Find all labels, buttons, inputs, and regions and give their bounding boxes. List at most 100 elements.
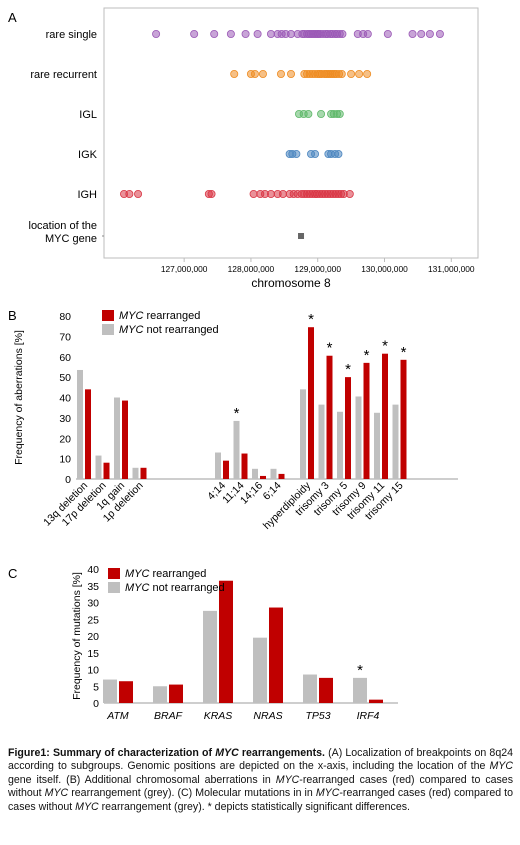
breakpoint-igh-31 (345, 189, 354, 198)
breakpoint-rare-single-0 (152, 29, 161, 38)
legend-label-myc-not-rearranged: MYC not rearranged (125, 582, 225, 594)
breakpoint-rare-single-30 (338, 29, 347, 38)
y-tick-label: 80 (59, 311, 71, 323)
breakpoint-rare-single-36 (417, 29, 426, 38)
row-label-igh: IGH (77, 189, 97, 201)
bar-trisomy-11-myc-not-rearranged (374, 412, 380, 479)
panel-label-a: A (8, 10, 17, 25)
breakpoint-rare-recurrent-23 (347, 70, 356, 79)
breakpoint-rare-recurrent-3 (258, 70, 267, 79)
panel-label-c: C (8, 566, 17, 581)
bar-trisomy-11-myc-rearranged (382, 353, 388, 479)
breakpoint-igk-4 (311, 149, 320, 158)
category-label-braf: BRAF (154, 710, 183, 722)
significance-star-trisomy-11: * (382, 338, 388, 355)
significance-star-hyperdiploidy: * (308, 311, 314, 328)
y-tick-label: 60 (59, 352, 71, 364)
breakpoint-rare-single-35 (408, 29, 417, 38)
bar-hyperdiploidy-myc-not-rearranged (300, 389, 306, 479)
breakpoint-igh-8 (266, 189, 275, 198)
legend-swatch-myc-not-rearranged (102, 324, 114, 335)
y-tick-label: 0 (65, 474, 71, 486)
bar-1q-gain-myc-not-rearranged (114, 397, 120, 479)
breakpoint-igh-10 (278, 189, 287, 198)
category-label-6-14: 6;14 (261, 480, 284, 503)
y-tick-label: 15 (87, 648, 99, 660)
x-tick-label: 130,000,000 (361, 264, 408, 274)
breakpoint-rare-single-3 (226, 29, 235, 38)
bar-braf-myc-not-rearranged (153, 686, 167, 703)
bar-14-16-myc-rearranged (260, 475, 266, 479)
bar-trisomy-5-myc-rearranged (345, 377, 351, 479)
bar-14-16-myc-not-rearranged (252, 468, 258, 479)
y-tick-label: 30 (87, 598, 99, 610)
bar-trisomy-5-myc-not-rearranged (337, 411, 343, 479)
bar-4-14-myc-rearranged (223, 460, 229, 479)
y-tick-label: 20 (87, 631, 99, 643)
bar-tp53-myc-not-rearranged (303, 674, 317, 703)
row-label-rare-single: rare single (46, 29, 97, 41)
bar-trisomy-15-myc-rearranged (400, 359, 407, 479)
bar-irf4-myc-rearranged (369, 699, 383, 703)
breakpoint-igl-3 (317, 110, 326, 119)
breakpoint-igh-4 (207, 189, 216, 198)
bar-1q-gain-myc-rearranged (122, 400, 128, 479)
breakpoint-rare-single-10 (286, 29, 295, 38)
significance-star-trisomy-3: * (327, 340, 333, 357)
breakpoint-igh-5 (249, 189, 258, 198)
breakpoint-rare-single-37 (425, 29, 434, 38)
bar-11-14-myc-rearranged (241, 453, 248, 479)
legend-label-myc-rearranged: MYC rearranged (125, 568, 206, 580)
significance-star-11-14: * (234, 405, 240, 422)
breakpoint-rare-recurrent-2 (250, 70, 259, 79)
bar-atm-myc-rearranged (119, 681, 133, 703)
x-tick-label: 127,000,000 (161, 264, 208, 274)
breakpoint-location-of-the-myc-gene-0 (298, 233, 305, 239)
bar-kras-myc-not-rearranged (203, 610, 217, 703)
breakpoint-igl-7 (335, 110, 344, 119)
bar-atm-myc-not-rearranged (103, 679, 117, 703)
x-axis-title: chromosome 8 (251, 276, 331, 290)
category-label-tp53: TP53 (305, 710, 330, 722)
x-tick-label: 128,000,000 (228, 264, 275, 274)
bar-trisomy-15-myc-not-rearranged (392, 404, 399, 479)
caption-title: Figure1: Summary of characterization of … (8, 747, 325, 759)
y-tick-label: 20 (59, 433, 71, 445)
row-label-igl: IGL (79, 109, 97, 121)
legend-label-myc-not-rearranged: MYC not rearranged (119, 324, 219, 336)
bar-6-14-myc-not-rearranged (270, 468, 277, 479)
y-tick-label: 40 (59, 393, 71, 405)
breakpoint-rare-single-33 (363, 29, 372, 38)
bar-braf-myc-rearranged (169, 684, 183, 703)
category-label-nras: NRAS (253, 710, 282, 722)
bar-trisomy-3-myc-rearranged (326, 355, 333, 479)
breakpoint-rare-recurrent-5 (286, 70, 295, 79)
breakpoint-rare-recurrent-22 (337, 70, 346, 79)
y-tick-label: 70 (59, 331, 71, 343)
category-label-irf4: IRF4 (357, 710, 380, 722)
bar-irf4-myc-not-rearranged (353, 677, 367, 703)
bar-4-14-myc-not-rearranged (215, 452, 221, 479)
significance-star-trisomy-9: * (364, 347, 370, 364)
x-tick-label: 129,000,000 (294, 264, 341, 274)
category-label-kras: KRAS (204, 710, 233, 722)
y-axis-title: Frequency of mutations [%] (71, 572, 83, 700)
breakpoint-rare-single-34 (383, 29, 392, 38)
figure-caption: Figure1: Summary of characterization of … (8, 747, 514, 813)
y-tick-label: 30 (59, 413, 71, 425)
significance-star-irf4: * (357, 662, 363, 679)
bar-13q-deletion-myc-not-rearranged (77, 369, 83, 479)
bar-nras-myc-not-rearranged (253, 637, 267, 703)
bar-hyperdiploidy-myc-rearranged (308, 327, 314, 479)
breakpoint-rare-single-38 (435, 29, 444, 38)
breakpoint-igk-2 (292, 149, 301, 158)
breakpoint-rare-single-4 (241, 29, 250, 38)
plot-frame (103, 7, 479, 259)
bar-nras-myc-rearranged (269, 607, 283, 703)
row-label-location-of-the-myc-gene: location of the MYC gene (29, 220, 98, 245)
breakpoint-rare-single-1 (190, 29, 199, 38)
row-label-igk: IGK (78, 149, 98, 161)
breakpoint-rare-single-6 (266, 29, 275, 38)
breakpoint-igl-2 (304, 110, 313, 119)
